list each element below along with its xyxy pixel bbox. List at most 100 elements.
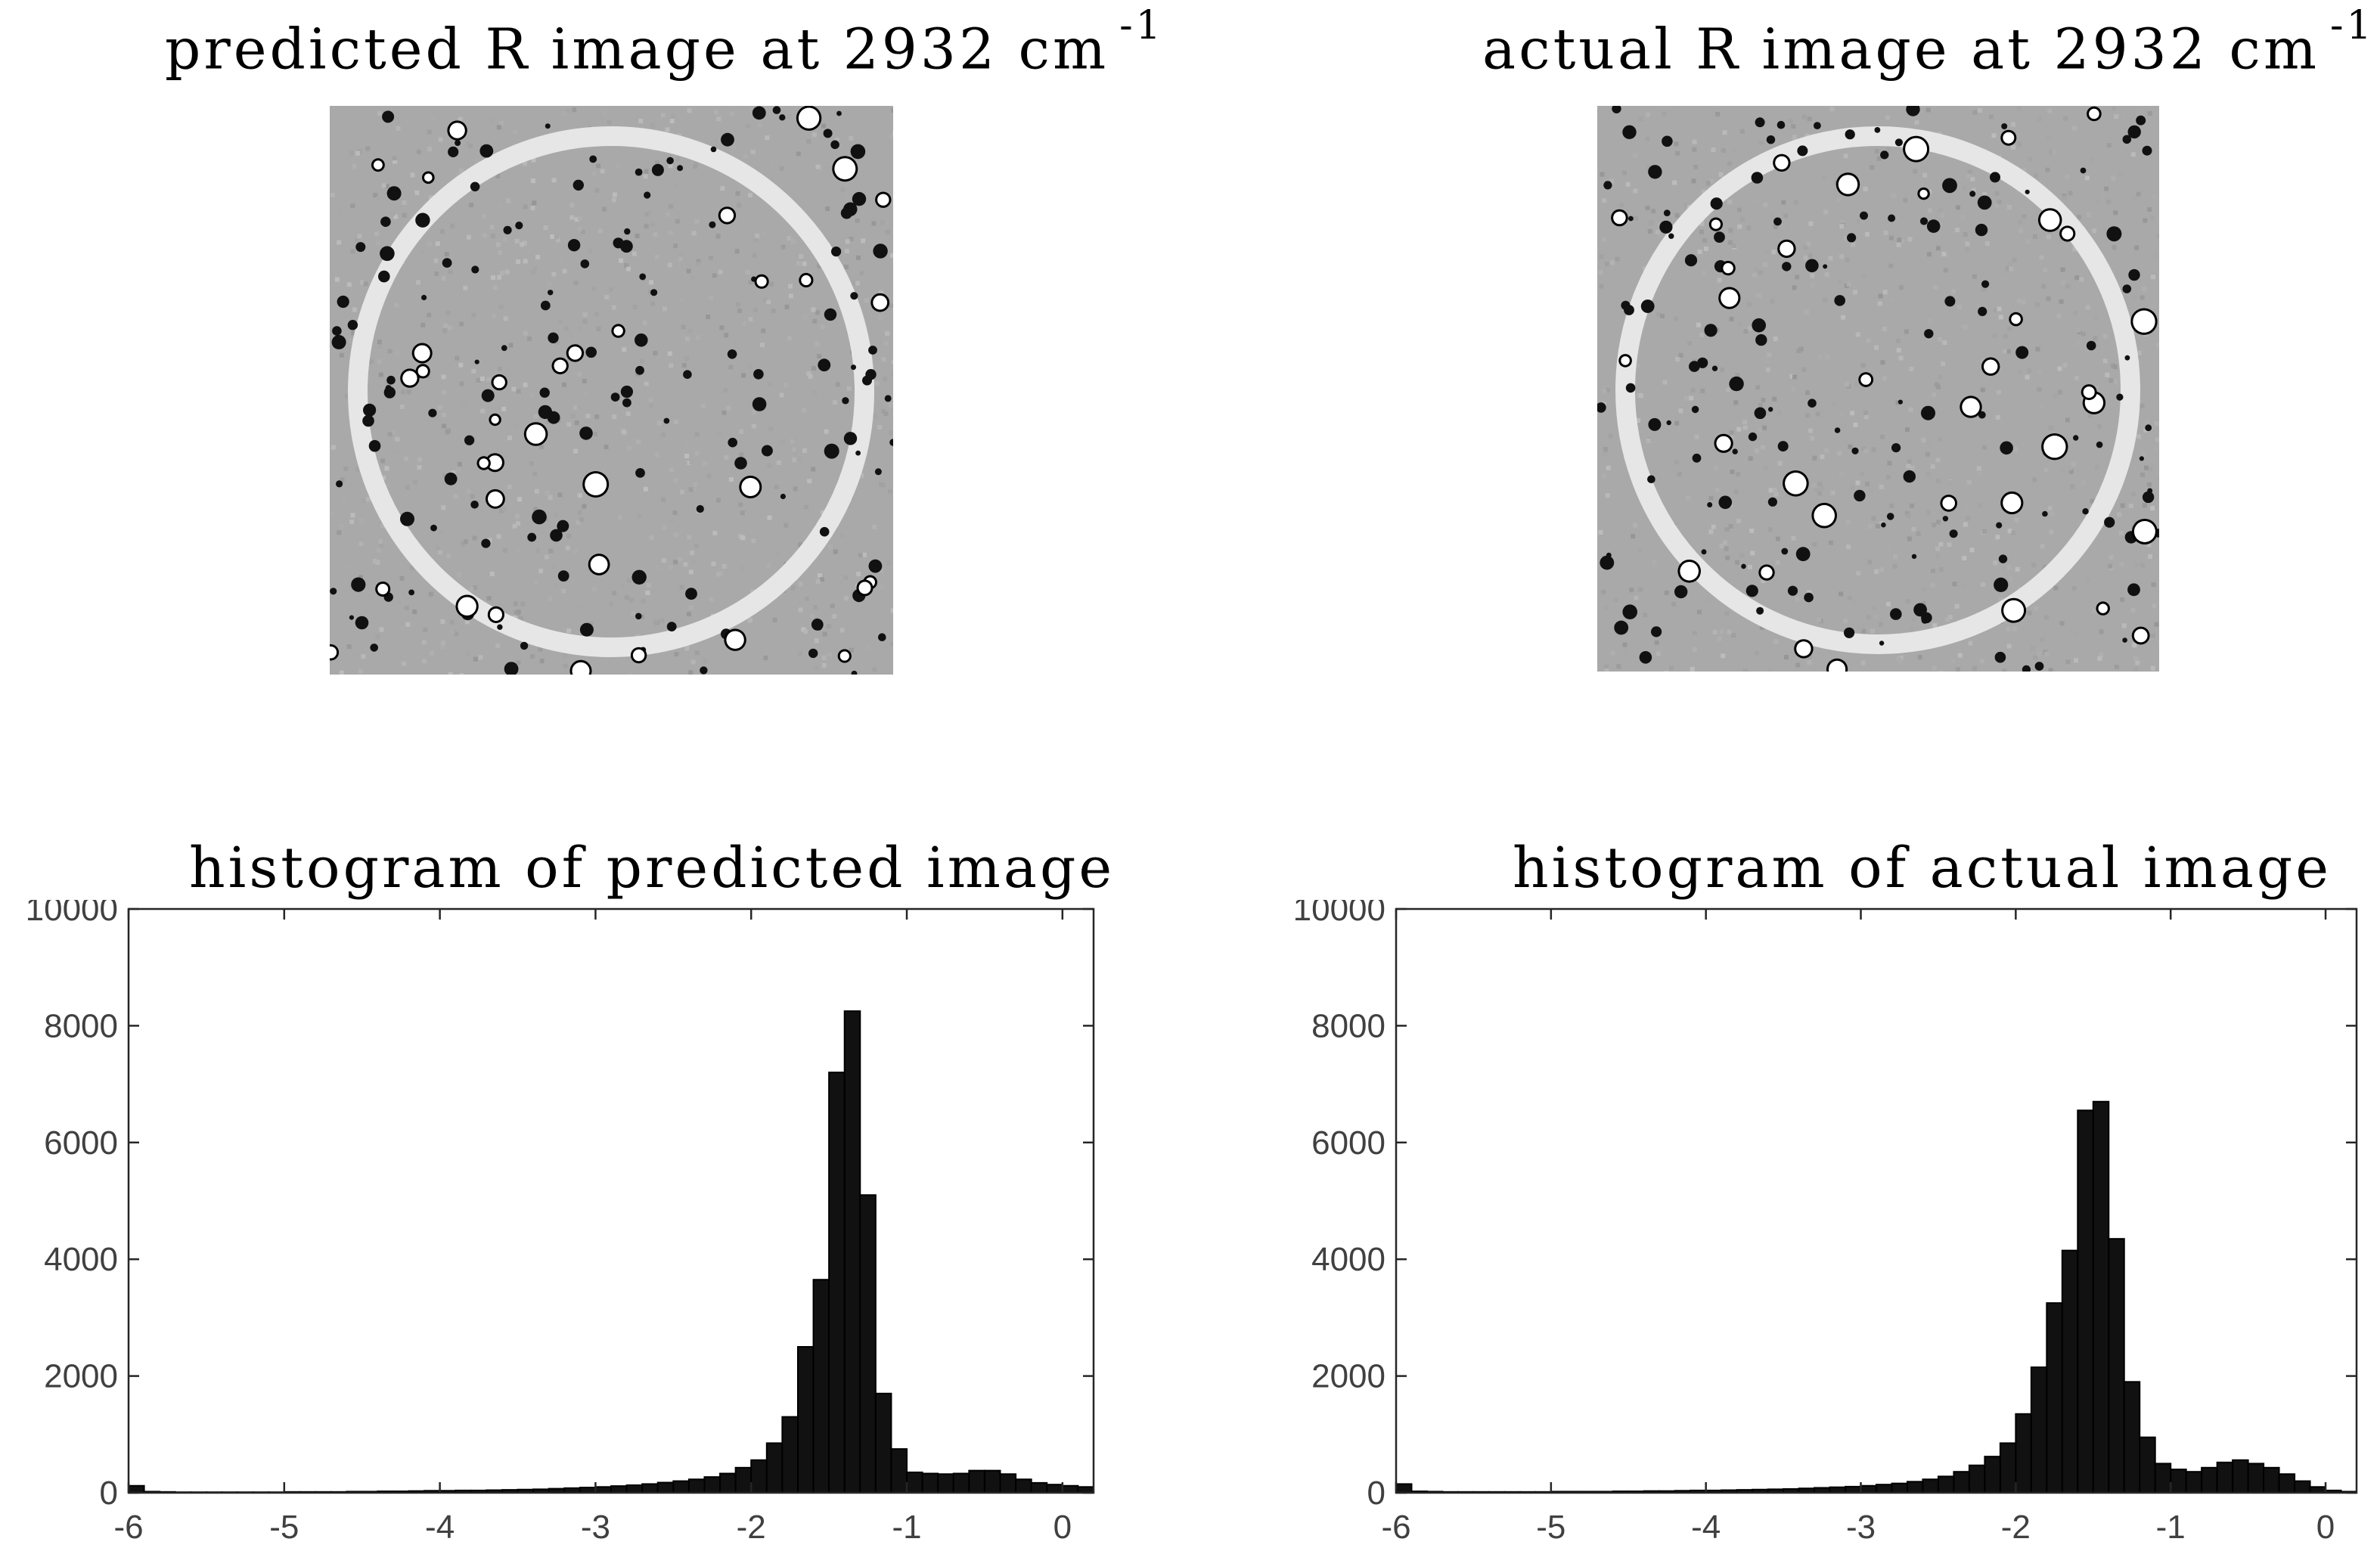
noise-pixel (622, 347, 627, 352)
noise-pixel (1976, 466, 1981, 471)
noise-pixel (719, 325, 725, 330)
noise-pixel (539, 659, 545, 664)
noise-pixel (1729, 316, 1734, 321)
noise-pixel (1853, 422, 1858, 427)
noise-pixel (843, 575, 849, 580)
dark-speck (779, 114, 786, 121)
noise-pixel (2094, 464, 2099, 470)
noise-pixel (751, 423, 756, 429)
noise-pixel (2101, 193, 2105, 198)
noise-pixel (596, 326, 601, 331)
noise-pixel (2075, 340, 2081, 346)
bright-speck (402, 371, 417, 386)
noise-pixel (846, 402, 851, 408)
noise-pixel (1960, 215, 1966, 220)
noise-pixel (2043, 467, 2049, 473)
noise-pixel (1724, 611, 1730, 616)
noise-pixel (2044, 651, 2050, 656)
noise-pixel (377, 111, 382, 116)
noise-pixel (1671, 601, 1677, 606)
noise-pixel (1877, 301, 1882, 306)
noise-pixel (669, 363, 674, 368)
noise-pixel (1733, 489, 1739, 495)
noise-pixel (495, 643, 501, 648)
noise-pixel (679, 585, 684, 590)
noise-pixel (1735, 373, 1740, 378)
noise-pixel (438, 137, 443, 142)
noise-pixel (2147, 111, 2152, 116)
noise-pixel (1598, 270, 1603, 275)
noise-pixel (419, 249, 424, 254)
noise-pixel (649, 535, 654, 540)
noise-pixel (1846, 520, 1851, 524)
dark-speck (2127, 125, 2141, 139)
dark-speck (865, 369, 877, 380)
noise-pixel (768, 426, 774, 431)
noise-pixel (776, 461, 781, 465)
noise-pixel (368, 359, 374, 364)
noise-pixel (889, 293, 893, 298)
noise-pixel (881, 357, 886, 362)
noise-pixel (499, 508, 504, 513)
noise-pixel (834, 138, 839, 142)
noise-pixel (377, 359, 382, 364)
noise-pixel (769, 281, 774, 287)
dark-speck (378, 270, 390, 283)
noise-pixel (2034, 606, 2039, 611)
noise-pixel (621, 575, 626, 580)
noise-pixel (790, 439, 796, 444)
noise-pixel (355, 238, 360, 244)
noise-pixel (1941, 252, 1947, 256)
noise-pixel (378, 344, 383, 349)
noise-pixel (576, 605, 581, 610)
noise-pixel (1660, 313, 1665, 318)
noise-pixel (1773, 639, 1779, 644)
noise-pixel (1727, 161, 1733, 166)
histogram-bar (2015, 1413, 2032, 1494)
noise-pixel (330, 511, 335, 516)
noise-pixel (1888, 235, 1894, 240)
noise-pixel (1678, 352, 1683, 358)
noise-pixel (812, 318, 818, 324)
noise-pixel (2043, 564, 2048, 569)
noise-pixel (522, 240, 527, 246)
noise-pixel (2019, 228, 2024, 234)
noise-pixel (688, 487, 694, 492)
noise-pixel (530, 654, 535, 659)
noise-pixel (1700, 388, 1705, 393)
noise-pixel (489, 225, 495, 230)
noise-pixel (673, 244, 678, 248)
noise-pixel (810, 613, 815, 619)
noise-pixel (523, 204, 528, 209)
noise-pixel (1759, 625, 1764, 630)
noise-pixel (712, 273, 717, 278)
noise-pixel (1930, 464, 1935, 469)
noise-pixel (628, 597, 634, 603)
noise-pixel (830, 603, 835, 609)
noise-pixel (1791, 535, 1796, 541)
dark-speck (1994, 577, 2009, 593)
noise-pixel (2065, 174, 2070, 179)
noise-pixel (846, 257, 852, 262)
noise-pixel (2141, 451, 2146, 457)
bright-speck (1780, 241, 1794, 256)
noise-pixel (459, 381, 464, 386)
noise-pixel (2093, 336, 2098, 341)
noise-pixel (721, 597, 726, 602)
noise-pixel (1828, 256, 1833, 261)
bright-speck (585, 473, 607, 495)
histogram-bar (906, 1471, 923, 1494)
dark-speck (2073, 435, 2079, 441)
noise-pixel (2108, 563, 2113, 569)
noise-pixel (739, 452, 744, 458)
noise-pixel (2059, 621, 2065, 626)
noise-pixel (547, 281, 552, 287)
dark-speck (2080, 167, 2087, 174)
noise-pixel (532, 200, 537, 206)
noise-pixel (1693, 164, 1699, 169)
noise-pixel (517, 497, 522, 502)
noise-pixel (1895, 622, 1901, 628)
noise-pixel (496, 125, 501, 130)
histogram-bar (2294, 1480, 2311, 1494)
